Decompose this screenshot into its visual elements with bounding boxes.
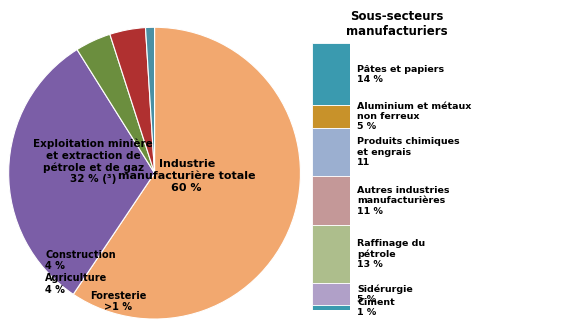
Text: Ciment
1 %: Ciment 1 % xyxy=(357,298,395,317)
Wedge shape xyxy=(8,50,155,294)
Bar xyxy=(312,128,350,176)
Text: Foresterie
>1 %: Foresterie >1 % xyxy=(90,291,146,312)
Text: Pâtes et papiers
14 %: Pâtes et papiers 14 % xyxy=(357,65,444,84)
Text: Exploitation minière
et extraction de
pétrole et de gaz
32 % (³): Exploitation minière et extraction de pé… xyxy=(33,139,153,184)
Text: Construction
4 %: Construction 4 % xyxy=(45,250,116,271)
Text: Produits chimiques
et engrais
11: Produits chimiques et engrais 11 xyxy=(357,137,460,167)
Text: Sidérurgie
5 %: Sidérurgie 5 % xyxy=(357,284,413,304)
Bar xyxy=(312,305,350,310)
Wedge shape xyxy=(77,34,155,173)
Text: Sous-secteurs
manufacturiers: Sous-secteurs manufacturiers xyxy=(346,10,447,38)
Bar xyxy=(312,176,350,225)
Wedge shape xyxy=(146,27,155,173)
Bar xyxy=(312,43,350,106)
Wedge shape xyxy=(110,28,155,173)
Text: Agriculture
4 %: Agriculture 4 % xyxy=(45,273,107,295)
Bar xyxy=(312,283,350,305)
Text: Raffinage du
pétrole
13 %: Raffinage du pétrole 13 % xyxy=(357,239,425,269)
Text: Autres industries
manufacturières
11 %: Autres industries manufacturières 11 % xyxy=(357,186,450,216)
Bar xyxy=(312,225,350,283)
Bar xyxy=(312,106,350,128)
Text: Industrie
manufacturière totale
60 %: Industrie manufacturière totale 60 % xyxy=(118,160,255,193)
Wedge shape xyxy=(73,27,301,319)
Text: Aluminium et métaux
non ferreux
5 %: Aluminium et métaux non ferreux 5 % xyxy=(357,102,472,132)
